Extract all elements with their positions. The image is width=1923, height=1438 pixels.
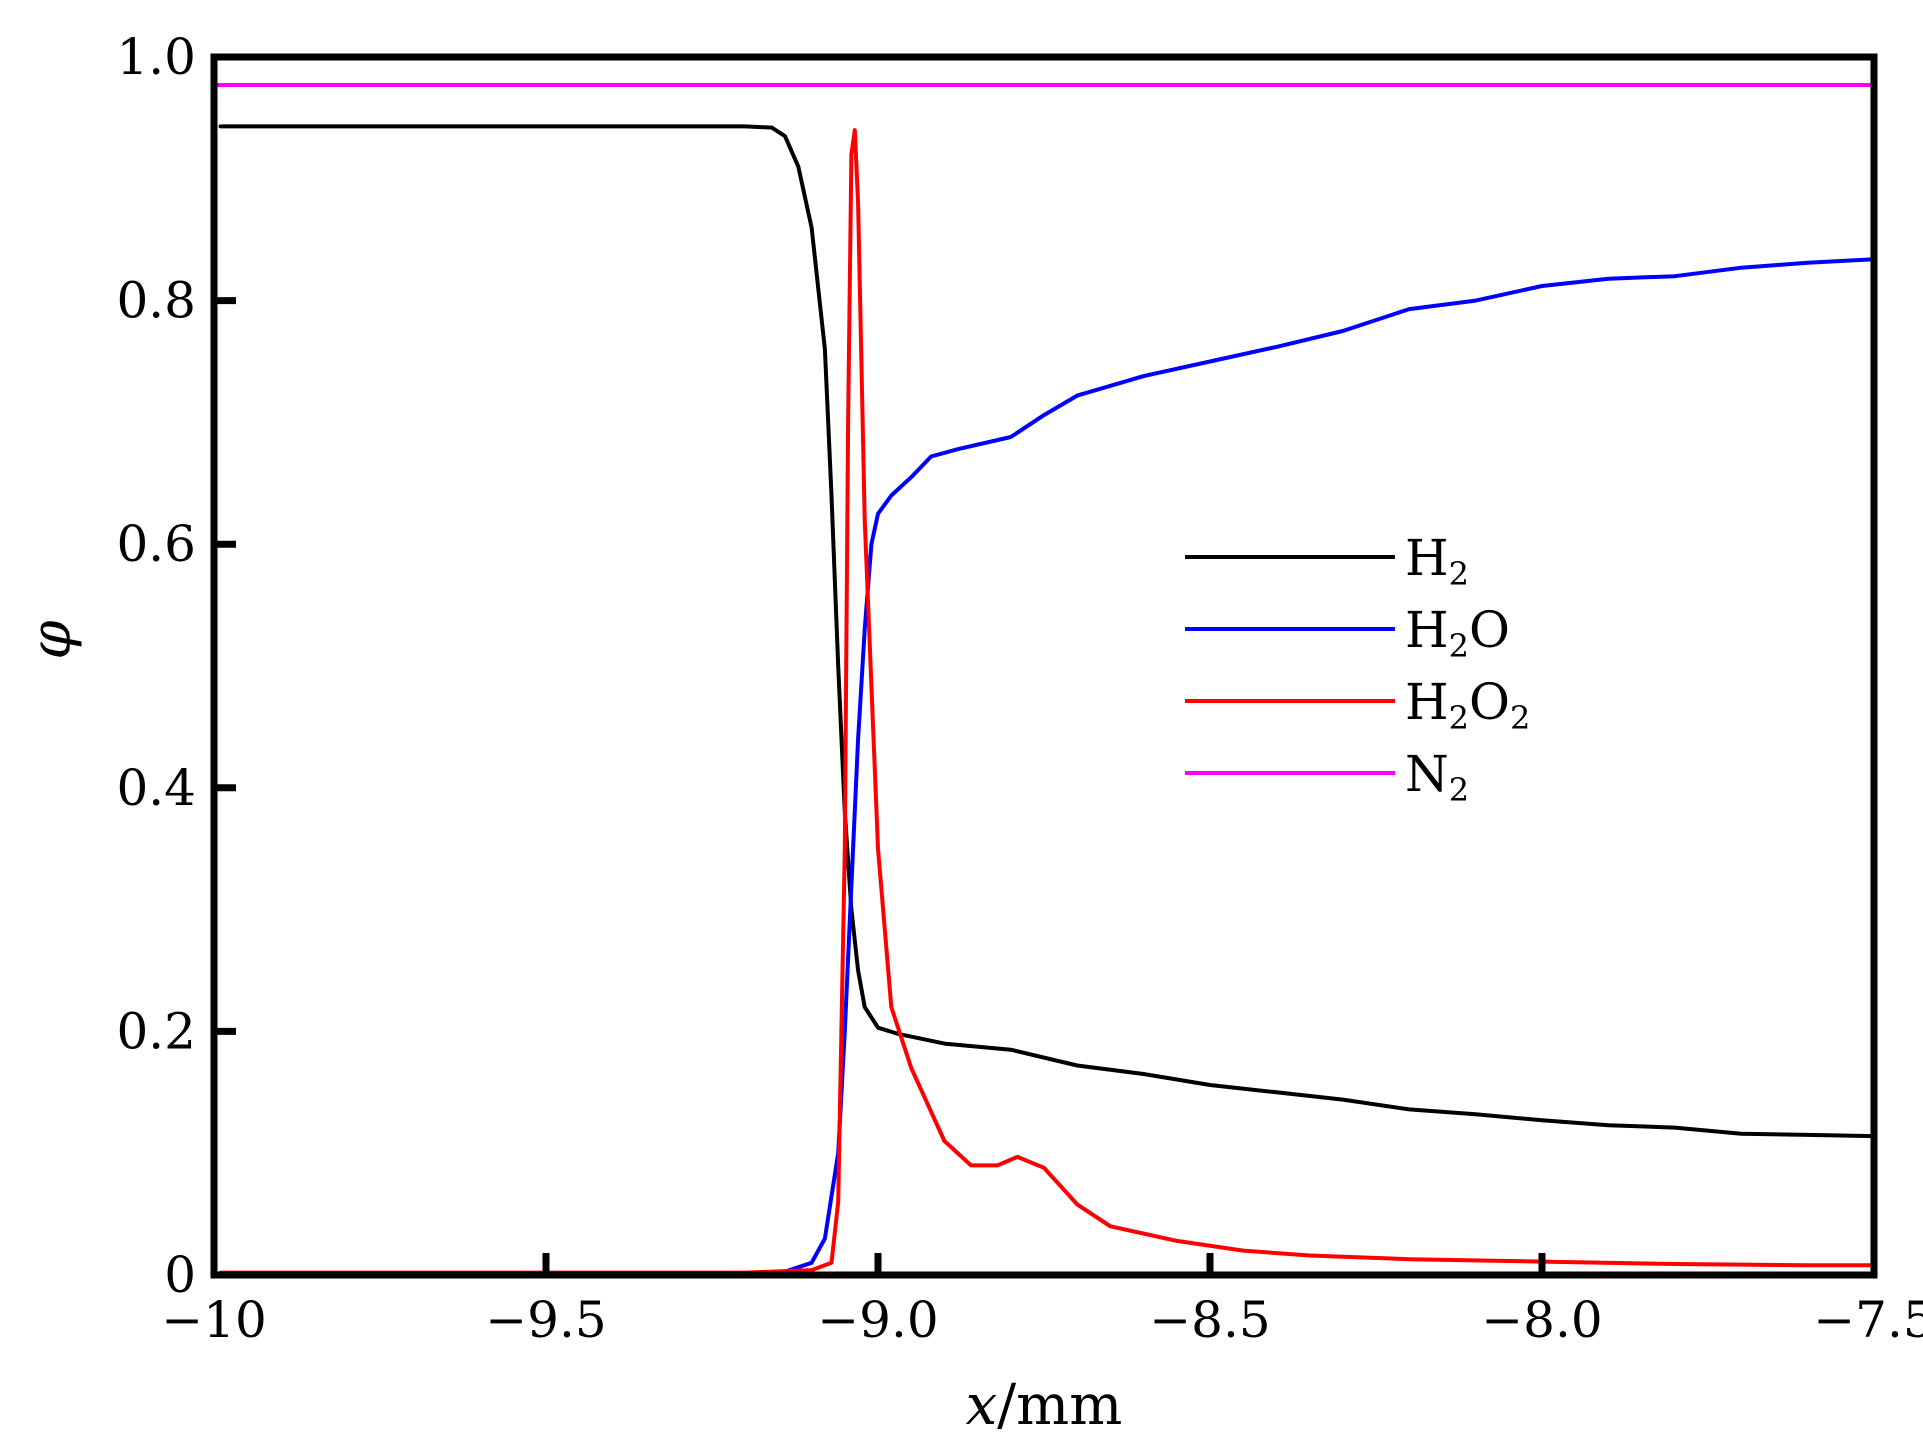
legend-label: N2 (1405, 745, 1469, 809)
x-tick-label: −10 (161, 1291, 267, 1349)
legend-label: H2 (1405, 529, 1469, 593)
x-axis-title: x/mm (966, 1373, 1123, 1438)
legend-label: H2O (1405, 601, 1510, 665)
plot-frame (210, 53, 1878, 1279)
series-line-h2 (218, 124, 1876, 1139)
y-tick-label: 1.0 (116, 28, 196, 86)
y-tick-label: 0.2 (116, 1002, 196, 1060)
x-tick-label: −9.0 (817, 1291, 938, 1349)
y-tick-label: 0.4 (116, 759, 196, 817)
series-line-h2o2 (218, 128, 1876, 1275)
ticks-layer: −10 −9.5 −9.0 −8.5 −8.0 −7.5 0 0.2 0.4 0.6 0.8 1.0 (116, 28, 1923, 1349)
y-tick-label: 0.6 (116, 515, 196, 573)
series-line-h2o (218, 257, 1876, 1277)
series-layer (212, 83, 1876, 1277)
x-tick-label: −8.5 (1149, 1291, 1270, 1349)
x-tick-label: −9.5 (485, 1291, 606, 1349)
legend-label: H2O2 (1405, 673, 1530, 737)
x-tick-label: −7.5 (1813, 1291, 1923, 1349)
legend: H2 H2O H2O2 N2 (1185, 529, 1530, 809)
x-tick-label: −8.0 (1481, 1291, 1602, 1349)
y-tick-label: 0 (164, 1246, 196, 1304)
y-tick-label: 0.8 (116, 272, 196, 330)
x-axis-unit: /mm (997, 1373, 1122, 1438)
y-axis-title: φ (19, 620, 84, 659)
x-axis-var: x (966, 1373, 998, 1438)
